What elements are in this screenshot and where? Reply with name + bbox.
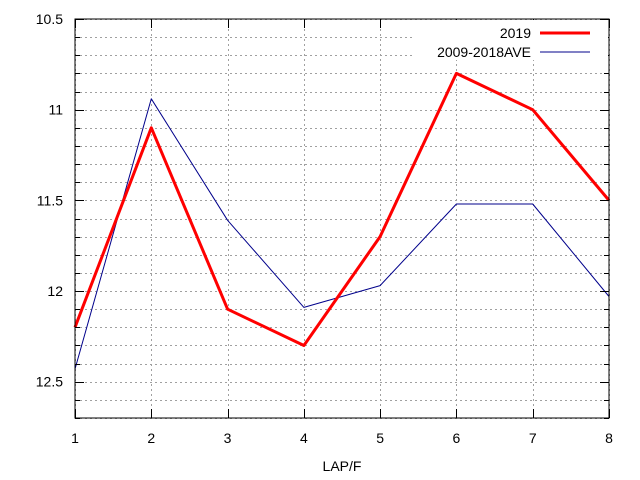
legend-label-2009-2018ave: 2009-2018AVE: [437, 44, 531, 60]
x-axis-label: LAP/F: [323, 458, 362, 474]
x-tick-label: 8: [605, 430, 613, 446]
x-tick-label: 4: [300, 430, 308, 446]
x-tick-label: 3: [224, 430, 232, 446]
axis-ticks: [75, 19, 610, 419]
x-tick-label: 5: [376, 430, 384, 446]
x-tick-label: 2: [147, 430, 155, 446]
grid: [75, 19, 610, 419]
x-tick-label: 7: [529, 430, 537, 446]
plot-frame: [74, 18, 610, 419]
y-tick-label: 12.5: [36, 374, 63, 390]
series-line-2009-2018ave: [74, 98, 610, 370]
legend: 2019 2009-2018AVE: [414, 20, 608, 60]
series-lines: [73, 71, 611, 370]
legend-background: [414, 20, 608, 60]
y-tick-label: 11.5: [37, 192, 63, 208]
x-tick-label: 6: [453, 430, 461, 446]
x-tick-label: 1: [71, 430, 79, 446]
y-tick-label: 11: [48, 102, 63, 118]
legend-label-2019: 2019: [500, 25, 531, 41]
series-line-2019: [73, 71, 611, 347]
y-tick-label: 12: [47, 283, 63, 299]
y-tick-label: 10.5: [36, 11, 63, 27]
